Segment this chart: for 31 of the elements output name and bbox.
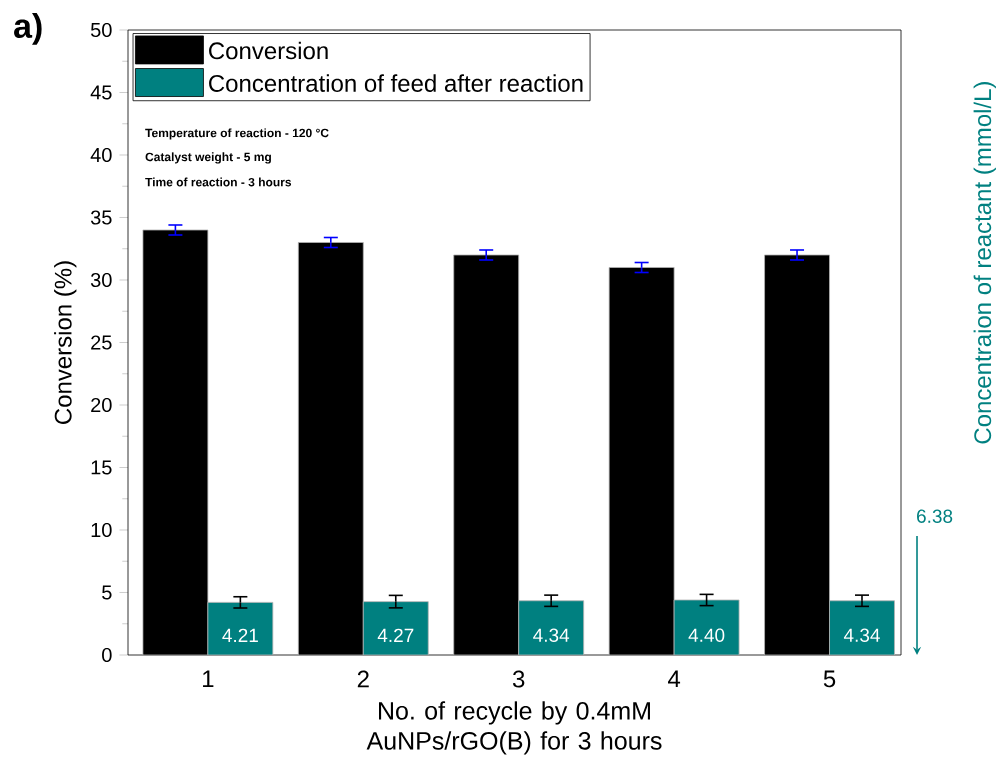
x-axis-title: No. of recycle by 0.4mM AuNPs/rGO(B) for 3 hours: [366, 701, 662, 755]
legend-label: Conversion: [209, 41, 328, 60]
x-tick-label: 1: [203, 670, 214, 688]
y-tick-label: 30: [90, 272, 112, 288]
y-tick-label: 0: [102, 647, 112, 663]
x-tick-label: 4: [668, 670, 681, 688]
data-label: 4.40: [688, 628, 725, 642]
annotation: Time of reaction - 3 hours: [145, 177, 292, 187]
data-label: 4.34: [533, 628, 570, 642]
text: a): [14, 13, 42, 45]
x-tick-label: 5: [823, 670, 836, 688]
y-tick-label: 25: [91, 335, 112, 350]
data-label: 4.34: [843, 628, 880, 642]
y-tick-label: 10: [91, 522, 112, 538]
x-tick-label: 2: [357, 670, 369, 688]
annotation: Temperature of reaction - 120 °C: [145, 128, 329, 140]
text: 6.38: [917, 509, 953, 523]
y-axis-title: Conversion (%): [54, 261, 77, 424]
y2-axis-title: Concentraion of reactant (mmol/L): [973, 82, 996, 444]
y-tick-label: 50: [90, 22, 112, 38]
y-tick-label: 20: [91, 397, 112, 413]
y-tick-label: 45: [90, 85, 112, 100]
annotation: Catalyst weight - 5 mg: [145, 152, 271, 164]
y-tick-label: 35: [90, 210, 112, 225]
legend-label: Concentration of feed after reaction: [209, 74, 583, 92]
data-label: 4.21: [222, 628, 258, 642]
x-tick-label: 3: [512, 670, 525, 688]
y-tick-label: 40: [90, 147, 112, 163]
data-label: 4.27: [377, 628, 414, 642]
y-tick-label: 15: [91, 460, 112, 475]
y-tick-label: 5: [102, 585, 112, 600]
